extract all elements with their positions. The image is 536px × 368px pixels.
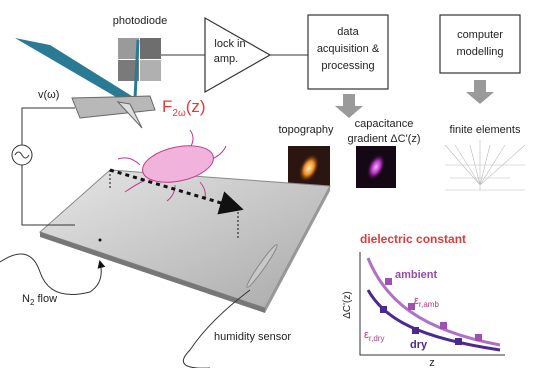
diagram: photodiode lock in amp. data acquisition… bbox=[0, 0, 536, 368]
fem-mesh bbox=[445, 140, 525, 190]
cantilever-chip bbox=[72, 96, 155, 118]
photodiode bbox=[118, 38, 161, 81]
y-axis-label: ΔC'(z) bbox=[342, 291, 353, 318]
laser-beam bbox=[15, 38, 135, 104]
capacitance-label: gradient ΔC'(z) bbox=[347, 133, 420, 145]
flow-arrow bbox=[335, 94, 363, 118]
dielectric-title: dielectric constant bbox=[360, 232, 466, 246]
n2-label: N2 flow bbox=[22, 293, 57, 307]
lockin-label: amp. bbox=[214, 53, 238, 65]
photodiode-label: photodiode bbox=[113, 15, 167, 27]
topography-label: topography bbox=[278, 124, 334, 136]
sample-plate bbox=[40, 170, 330, 308]
data-box-label: data bbox=[337, 26, 359, 38]
eps-amb-label: εr,amb bbox=[414, 295, 439, 309]
ambient-points bbox=[385, 278, 482, 341]
voltage-label: v(ω) bbox=[38, 89, 59, 101]
model-box bbox=[440, 15, 520, 73]
lockin-label: lock in bbox=[214, 38, 245, 50]
model-box-label: modelling bbox=[456, 46, 503, 58]
force-label: F2ω(z) bbox=[162, 97, 206, 119]
data-box-label: processing bbox=[321, 60, 374, 72]
dry-label: dry bbox=[410, 339, 428, 351]
humidity-label: humidity sensor bbox=[214, 331, 291, 343]
flow-arrow bbox=[466, 80, 494, 104]
ambient-label: ambient bbox=[395, 269, 438, 281]
x-axis-label: z bbox=[429, 357, 435, 368]
n2-line bbox=[0, 254, 101, 295]
capacitance-label: capacitance bbox=[355, 118, 414, 130]
circuit bbox=[12, 108, 75, 225]
data-box-label: acquisition & bbox=[317, 43, 380, 55]
eps-dry-label: εr,dry bbox=[364, 329, 384, 343]
dot bbox=[99, 239, 102, 242]
model-box-label: computer bbox=[457, 29, 503, 41]
finite-elements-label: finite elements bbox=[450, 124, 521, 136]
